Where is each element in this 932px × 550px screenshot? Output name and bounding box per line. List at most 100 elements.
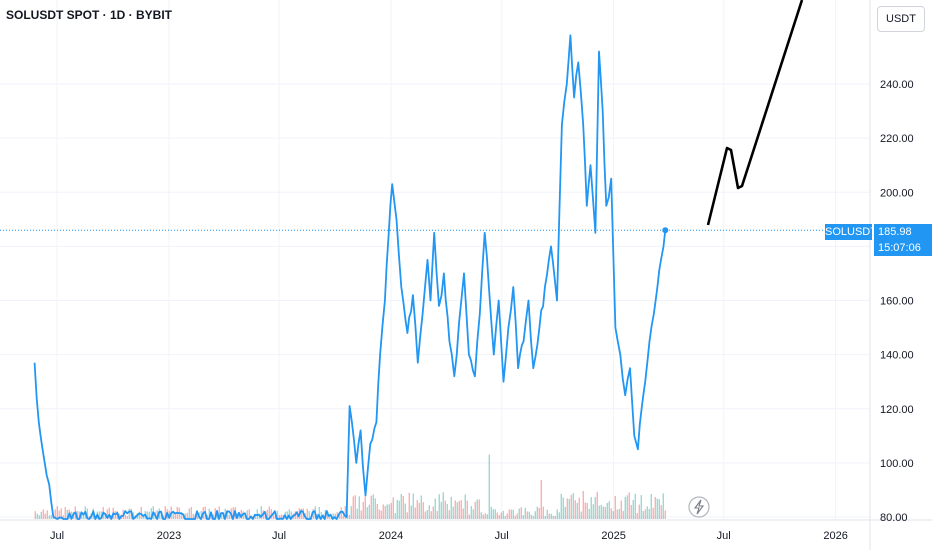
volume-bar bbox=[214, 508, 216, 519]
y-tick-label: 200.00 bbox=[880, 187, 914, 199]
volume-bar bbox=[98, 511, 100, 519]
volume-bar bbox=[500, 512, 502, 519]
volume-bar bbox=[512, 509, 514, 519]
volume-bar bbox=[258, 514, 260, 519]
volume-bar bbox=[580, 511, 582, 519]
volume-bar bbox=[58, 510, 60, 519]
x-tick-label: 2024 bbox=[379, 530, 403, 542]
projection-drawing[interactable] bbox=[706, 0, 804, 226]
volume-bar bbox=[138, 511, 140, 519]
symbol-price-tag: SOLUSDT bbox=[825, 224, 877, 240]
volume-bar bbox=[218, 506, 220, 519]
volume-bar bbox=[42, 509, 44, 519]
volume-bar bbox=[602, 506, 604, 519]
volume-bar bbox=[568, 498, 570, 519]
volume-bar bbox=[382, 504, 384, 519]
volume-bar bbox=[380, 510, 382, 519]
volume-bar bbox=[608, 501, 610, 519]
volume-bar bbox=[300, 508, 302, 519]
volume-bar bbox=[650, 493, 652, 519]
volume-bar bbox=[450, 496, 452, 519]
volume-bar bbox=[660, 505, 662, 519]
volume-bar bbox=[474, 501, 476, 519]
lightning-icon bbox=[693, 499, 705, 515]
volume-bar bbox=[534, 511, 536, 519]
volume-bar bbox=[44, 513, 46, 519]
volume-bar bbox=[348, 514, 350, 519]
volume-bar bbox=[238, 512, 240, 519]
volume-bar bbox=[308, 511, 310, 519]
volume-bar bbox=[318, 506, 320, 519]
volume-bar bbox=[520, 507, 522, 519]
volume-bar bbox=[378, 509, 380, 519]
volume-bar bbox=[66, 509, 68, 519]
volume-bar bbox=[578, 497, 580, 519]
volume-bar bbox=[270, 509, 272, 519]
volume-bar bbox=[444, 500, 446, 519]
volume-bar bbox=[352, 496, 354, 519]
volume-bar bbox=[350, 506, 352, 519]
volume-bar bbox=[286, 511, 288, 519]
volume-bar bbox=[132, 512, 134, 519]
volume-bar bbox=[452, 506, 454, 519]
volume-bar bbox=[174, 513, 176, 519]
volume-bar bbox=[526, 511, 528, 519]
volume-bar bbox=[224, 508, 226, 519]
volume-bar bbox=[366, 507, 368, 519]
volume-bar bbox=[306, 508, 308, 519]
volume-bar bbox=[406, 512, 408, 519]
volume-bar bbox=[408, 492, 410, 519]
volume-bar bbox=[504, 515, 506, 519]
volume-bar bbox=[508, 509, 510, 519]
volume-bar bbox=[494, 509, 496, 519]
volume-bar bbox=[184, 513, 186, 519]
volume-bar bbox=[460, 500, 462, 519]
volume-bar bbox=[516, 513, 518, 519]
volume-bar bbox=[104, 514, 106, 519]
volume-bar bbox=[554, 515, 556, 519]
volume-bar bbox=[478, 499, 480, 519]
volume-bar bbox=[556, 509, 558, 519]
volume-bar bbox=[612, 510, 614, 519]
volume-bar bbox=[438, 494, 440, 519]
volume-bar bbox=[126, 515, 128, 519]
volume-bar bbox=[146, 511, 148, 519]
volume-bar bbox=[466, 500, 468, 519]
volume-bar bbox=[546, 509, 548, 519]
volume-bar bbox=[590, 497, 592, 519]
volume-bar bbox=[502, 510, 504, 519]
x-tick-label: 2026 bbox=[823, 530, 847, 542]
price-line bbox=[33, 34, 667, 520]
volume-bar bbox=[140, 506, 142, 519]
volume-bar bbox=[418, 502, 420, 519]
volume-bar bbox=[510, 509, 512, 519]
volume-bar bbox=[584, 502, 586, 519]
volume-bar bbox=[596, 491, 598, 519]
volume-bar bbox=[392, 497, 394, 519]
volume-bar bbox=[200, 511, 202, 519]
volume-bar bbox=[574, 500, 576, 519]
volume-bar bbox=[356, 508, 358, 519]
volume-bar bbox=[646, 506, 648, 519]
volume-bar bbox=[636, 513, 638, 519]
volume-bar bbox=[664, 510, 666, 519]
volume-bar bbox=[654, 497, 656, 519]
y-tick-label: 120.00 bbox=[880, 404, 914, 416]
volume-bar bbox=[634, 493, 636, 519]
volume-bar bbox=[272, 513, 274, 519]
volume-bar bbox=[548, 513, 550, 519]
volume-bar bbox=[544, 515, 546, 519]
volume-bar bbox=[628, 492, 630, 519]
lightning-icon[interactable] bbox=[688, 496, 710, 518]
volume-bar bbox=[274, 515, 276, 519]
volume-bar bbox=[506, 513, 508, 519]
volume-bar bbox=[148, 511, 150, 519]
volume-bar bbox=[572, 493, 574, 519]
volume-bar bbox=[428, 505, 430, 519]
volume-bar bbox=[50, 514, 52, 519]
chart-title: SOLUSDT SPOT · 1D · BYBIT bbox=[6, 8, 173, 22]
x-tick-label: 2023 bbox=[157, 530, 181, 542]
volume-bar bbox=[456, 502, 458, 519]
currency-unit-button[interactable]: USDT bbox=[877, 6, 925, 32]
